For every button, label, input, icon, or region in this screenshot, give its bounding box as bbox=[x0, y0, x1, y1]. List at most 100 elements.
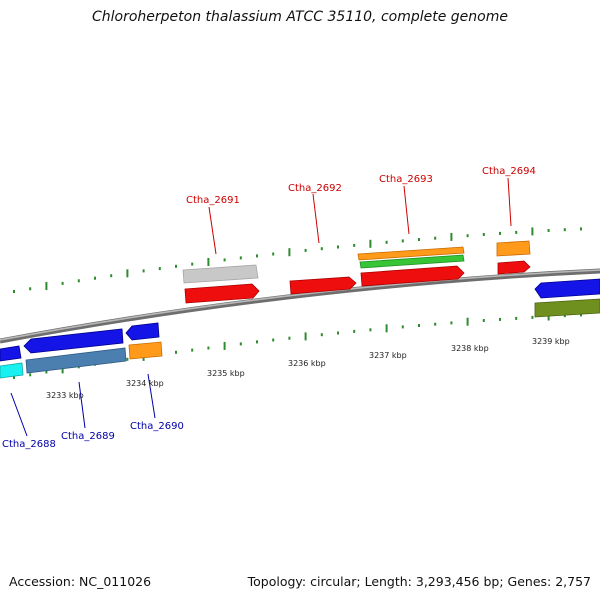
bottom-gene-features bbox=[0, 278, 600, 379]
gene-feature-olive[interactable] bbox=[534, 298, 600, 318]
top-label-leaders bbox=[208, 177, 512, 255]
tick-mark bbox=[207, 258, 210, 266]
tick-mark bbox=[304, 332, 307, 341]
tick-mark bbox=[499, 317, 501, 321]
gene-label[interactable]: Ctha_2689 bbox=[61, 431, 115, 442]
tick-mark bbox=[320, 333, 323, 337]
tick-mark bbox=[207, 346, 210, 350]
scale-label: 3235 kbp bbox=[207, 369, 245, 378]
genome-title: Chloroherpeton thalassium ATCC 35110, co… bbox=[92, 9, 508, 25]
gene-feature-cyan[interactable] bbox=[0, 362, 24, 379]
tick-mark bbox=[288, 336, 291, 340]
tick-mark bbox=[531, 227, 534, 236]
tick-mark bbox=[239, 256, 242, 260]
gene-feature-orange[interactable] bbox=[496, 240, 531, 257]
gene-label[interactable]: Ctha_2691 bbox=[186, 195, 240, 206]
gene-feature-green[interactable] bbox=[359, 254, 465, 269]
tick-mark bbox=[256, 340, 258, 344]
tick-mark bbox=[337, 245, 339, 249]
tick-mark bbox=[304, 248, 307, 252]
tick-mark bbox=[434, 322, 437, 326]
tick-mark bbox=[418, 238, 420, 241]
tick-mark bbox=[563, 314, 566, 318]
tick-mark bbox=[482, 233, 485, 236]
tick-mark bbox=[580, 313, 582, 317]
tick-mark bbox=[450, 232, 453, 241]
gene-feature-steelblue[interactable] bbox=[25, 347, 127, 374]
tick-mark bbox=[580, 227, 582, 231]
tick-mark bbox=[126, 269, 129, 278]
top-gene-labels: Ctha_2691 Ctha_2692 Ctha_2693 Ctha_2694 bbox=[186, 166, 536, 206]
tick-mark bbox=[223, 341, 226, 350]
tick-mark bbox=[45, 282, 48, 290]
scale-label: 3233 kbp bbox=[46, 391, 84, 400]
tick-mark bbox=[515, 230, 518, 234]
tick-mark bbox=[45, 370, 48, 374]
gene-label[interactable]: Ctha_2694 bbox=[482, 166, 536, 177]
tick-mark bbox=[223, 258, 226, 262]
tick-mark bbox=[401, 239, 404, 243]
tick-mark bbox=[482, 319, 485, 322]
tick-mark bbox=[401, 325, 404, 329]
tick-mark bbox=[61, 365, 64, 374]
gene-feature-orange[interactable] bbox=[357, 246, 465, 261]
tick-mark bbox=[158, 267, 161, 271]
tick-mark bbox=[434, 236, 437, 240]
tick-mark bbox=[110, 274, 113, 278]
tick-mark bbox=[13, 376, 15, 379]
tick-mark bbox=[531, 315, 534, 319]
gene-label[interactable]: Ctha_2690 bbox=[130, 421, 184, 432]
tick-mark bbox=[175, 350, 177, 354]
tick-mark bbox=[369, 328, 372, 332]
gene-feature-red[interactable] bbox=[497, 260, 531, 275]
tick-mark bbox=[142, 269, 145, 273]
tick-mark bbox=[77, 279, 80, 283]
gene-feature-blue[interactable] bbox=[125, 322, 160, 341]
gene-label[interactable]: Ctha_2693 bbox=[379, 174, 433, 185]
tick-mark bbox=[337, 331, 339, 335]
tick-mark bbox=[288, 248, 291, 257]
gene-feature-blue[interactable] bbox=[534, 278, 600, 299]
tick-mark bbox=[320, 247, 323, 251]
tick-mark bbox=[126, 357, 129, 361]
tick-mark bbox=[466, 234, 469, 238]
tick-mark bbox=[499, 231, 501, 235]
tick-mark bbox=[515, 316, 518, 320]
genome-backbone-highlight bbox=[0, 269, 600, 341]
tick-mark bbox=[353, 329, 356, 333]
tick-mark bbox=[94, 276, 96, 280]
tick-mark bbox=[256, 254, 258, 258]
gene-label[interactable]: Ctha_2688 bbox=[2, 439, 56, 450]
genome-backbone bbox=[0, 268, 600, 344]
gene-feature-blue[interactable] bbox=[0, 345, 22, 362]
bottom-label-leaders bbox=[10, 373, 156, 437]
upper-tick-row bbox=[13, 227, 582, 293]
gene-label[interactable]: Ctha_2692 bbox=[288, 183, 342, 194]
tick-mark bbox=[385, 324, 388, 333]
gene-feature-gray[interactable] bbox=[182, 264, 259, 284]
gene-feature-red[interactable] bbox=[184, 283, 260, 304]
gene-feature-blue[interactable] bbox=[23, 328, 124, 354]
gene-feature-red[interactable] bbox=[360, 265, 465, 287]
scale-label: 3238 kbp bbox=[451, 344, 489, 353]
tick-mark bbox=[563, 228, 566, 232]
tick-mark bbox=[191, 262, 194, 266]
tick-mark bbox=[385, 240, 388, 244]
tick-mark bbox=[175, 264, 177, 268]
tick-mark bbox=[369, 239, 372, 248]
tick-mark bbox=[272, 252, 275, 256]
gene-feature-orange[interactable] bbox=[128, 341, 163, 360]
tick-mark bbox=[418, 324, 420, 327]
top-gene-features bbox=[182, 240, 531, 304]
scale-labels: 3233 kbp 3234 kbp 3235 kbp 3236 kbp 3237… bbox=[46, 337, 570, 400]
tick-mark bbox=[353, 243, 356, 247]
tick-mark bbox=[450, 321, 453, 325]
tick-mark bbox=[13, 290, 15, 293]
scale-label: 3234 kbp bbox=[126, 379, 164, 388]
scale-label: 3236 kbp bbox=[288, 359, 326, 368]
tick-mark bbox=[191, 348, 194, 352]
gene-feature-red[interactable] bbox=[289, 276, 357, 295]
scale-label: 3237 kbp bbox=[369, 351, 407, 360]
tick-mark bbox=[29, 373, 32, 377]
